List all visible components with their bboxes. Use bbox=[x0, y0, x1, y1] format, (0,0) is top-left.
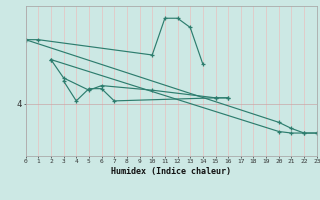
X-axis label: Humidex (Indice chaleur): Humidex (Indice chaleur) bbox=[111, 167, 231, 176]
